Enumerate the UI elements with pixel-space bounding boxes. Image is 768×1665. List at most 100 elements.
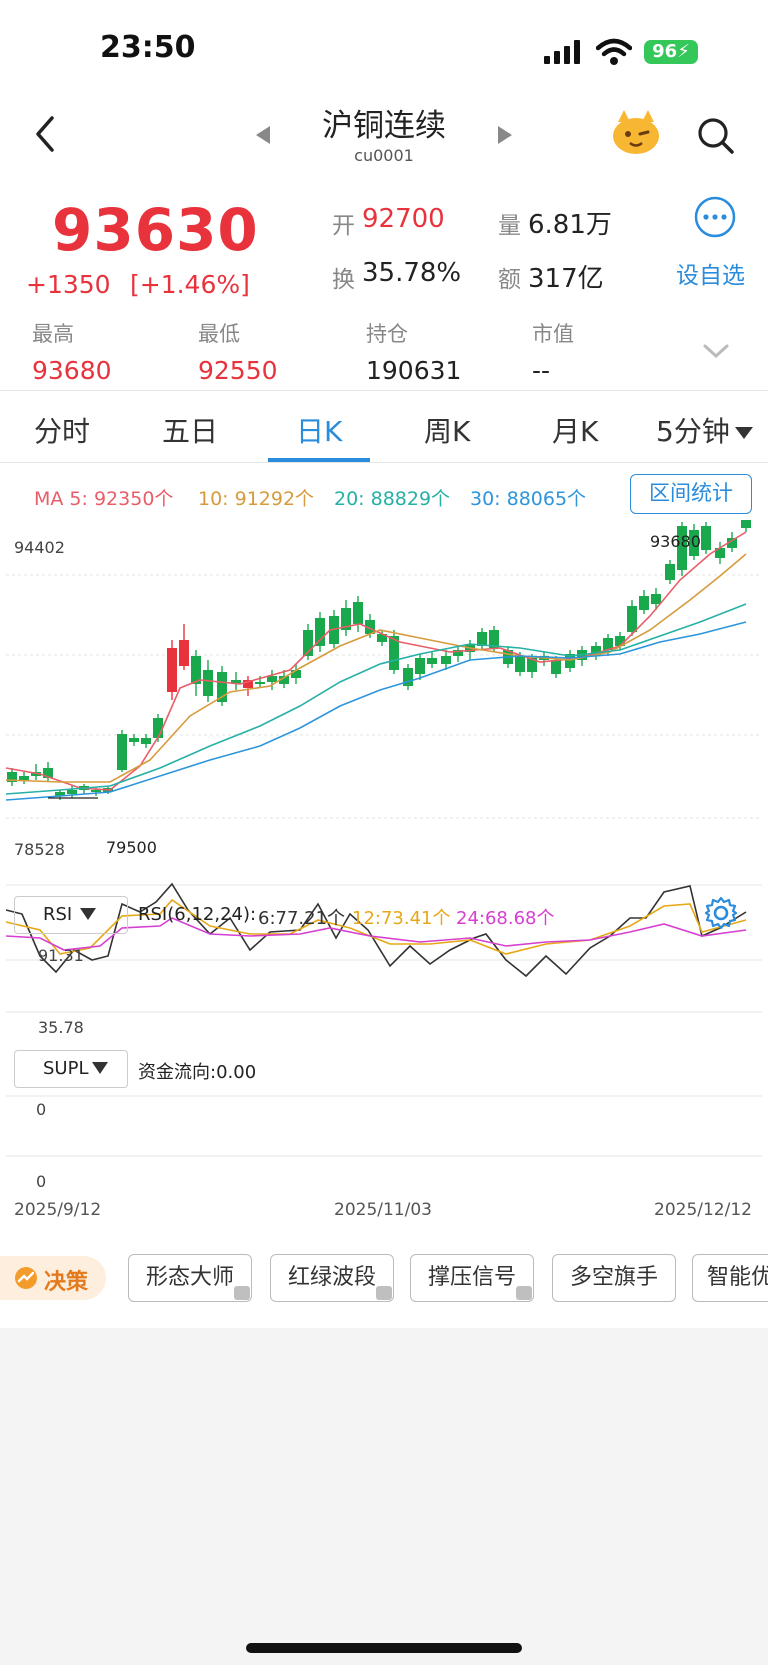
lock-icon (516, 1286, 532, 1300)
candle-body (565, 654, 575, 668)
tab-weekly-k[interactable]: 周K (424, 415, 471, 448)
high-marker-label: 93680 (650, 532, 701, 551)
ma10-line (5, 553, 747, 783)
candle-body (441, 656, 451, 664)
candle-body (477, 632, 487, 646)
settings-gear-icon[interactable] (704, 896, 738, 930)
low-label: 最低 (198, 322, 240, 346)
tab-five-minute[interactable]: 5分钟 (656, 415, 730, 448)
date-end: 2025/12/12 (654, 1200, 752, 1220)
candle-body (341, 608, 351, 630)
charging-icon: ⚡ (677, 41, 690, 62)
tab-daily-k[interactable]: 日K (296, 415, 343, 448)
amount-label: 额 (498, 267, 521, 293)
page-title: 沪铜连续 (322, 108, 446, 144)
lock-icon (234, 1286, 250, 1300)
candle-body (55, 792, 65, 796)
volume-label: 量 (498, 213, 521, 239)
candle-body (551, 660, 561, 674)
lock-icon (376, 1286, 392, 1300)
search-icon[interactable] (696, 116, 736, 156)
candle-body (353, 602, 363, 624)
candle-body (415, 658, 425, 674)
rsi-selector[interactable]: RSI (14, 896, 128, 934)
candle-body (639, 596, 649, 610)
supl-lower-label: 0 (36, 1172, 47, 1191)
candle-body (291, 670, 301, 678)
candle-body (243, 680, 253, 688)
mascot-icon[interactable] (610, 108, 662, 156)
high-label: 最高 (32, 322, 74, 346)
price-change-percent: [+1.46%] (130, 270, 250, 299)
candle-body (489, 630, 499, 648)
date-middle: 2025/11/03 (334, 1200, 432, 1220)
kline-chart[interactable] (0, 520, 768, 1200)
candle-body (727, 538, 737, 548)
next-contract-icon[interactable] (496, 124, 514, 146)
money-flow-value: 资金流向:0.00 (138, 1062, 257, 1083)
candle-body (677, 526, 687, 570)
rsi-upper-label: 91.31 (38, 946, 84, 965)
candle-body (627, 606, 637, 632)
candle-body (591, 646, 601, 656)
tab-intraday[interactable]: 分时 (34, 415, 91, 448)
candle-body (427, 658, 437, 664)
low-value: 92550 (198, 356, 278, 385)
add-watchlist-button[interactable]: 设自选 (676, 263, 745, 289)
rsi12-value: 12:73.41个 (352, 908, 451, 929)
candle-body (615, 636, 625, 646)
price-axis-top-label: 94402 (14, 538, 65, 557)
supl-upper-label: 0 (36, 1100, 47, 1119)
pattern-master-chip[interactable]: 形态大师 (128, 1254, 252, 1302)
candle-body (389, 636, 399, 670)
amount-value: 317亿 (528, 264, 604, 294)
dropdown-arrow-icon[interactable] (734, 426, 754, 440)
candle-body (43, 768, 53, 778)
candle-body (153, 718, 163, 738)
prev-contract-icon[interactable] (254, 124, 272, 146)
smart-chip[interactable]: 智能优 (692, 1254, 768, 1302)
candle-body (255, 682, 265, 684)
candle-body (665, 564, 675, 580)
support-resistance-chip[interactable]: 撑压信号 (410, 1254, 534, 1302)
ma20-legend: 20: 88829个 (334, 488, 451, 510)
expand-chevron-icon[interactable] (702, 342, 730, 360)
back-icon[interactable] (30, 114, 60, 154)
candle-body (303, 630, 313, 656)
candle-body (689, 530, 699, 556)
rsi6-line (5, 882, 747, 978)
tab-five-day[interactable]: 五日 (162, 415, 219, 448)
more-icon[interactable] (694, 196, 736, 238)
candle-body (365, 620, 375, 634)
rsi12-line (5, 898, 747, 955)
tab-monthly-k[interactable]: 月K (552, 415, 599, 448)
candle-body (403, 668, 413, 686)
divider (0, 462, 768, 463)
high-value: 93680 (32, 356, 112, 385)
red-green-band-chip[interactable]: 红绿波段 (270, 1254, 394, 1302)
ma30-legend: 30: 88065个 (470, 488, 587, 510)
wifi-icon (596, 38, 632, 65)
turnover-value: 35.78% (362, 258, 462, 288)
candle-body (231, 680, 241, 684)
open-label: 开 (332, 213, 355, 239)
range-stat-button[interactable]: 区间统计 (630, 474, 752, 514)
candle-body (203, 670, 213, 696)
active-tab-indicator (268, 458, 370, 462)
candle-body (315, 618, 325, 646)
price-change: +1350 (26, 270, 111, 299)
candle-body (267, 676, 277, 682)
divider (0, 390, 768, 391)
decision-icon (15, 1267, 37, 1289)
candle-body (19, 776, 29, 780)
rsi6-value: 6:77.21个 (258, 908, 346, 929)
candle-body (167, 648, 177, 692)
battery-indicator: 96⚡ (644, 40, 698, 64)
candle-body (515, 656, 525, 672)
long-short-flag-chip[interactable]: 多空旗手 (552, 1254, 676, 1302)
candle-body (217, 672, 227, 702)
status-time: 23:50 (100, 30, 196, 65)
rsi-params: RSI(6,12,24): (138, 904, 257, 925)
ma10-legend: 10: 91292个 (198, 488, 315, 510)
supl-selector[interactable]: SUPL (14, 1050, 128, 1088)
